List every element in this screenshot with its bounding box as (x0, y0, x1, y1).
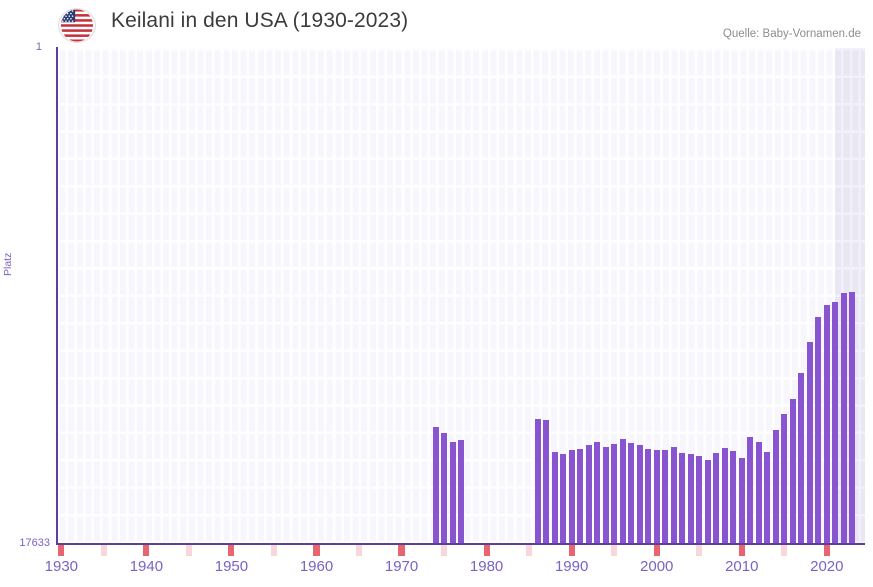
x-axis-label: 1950 (214, 558, 249, 575)
plot-area (57, 48, 865, 543)
x-tick-major (568, 545, 575, 556)
bar (772, 430, 779, 543)
bar (738, 457, 745, 543)
bar (713, 452, 720, 543)
x-tick-major (653, 545, 660, 556)
x-tick-minor (526, 545, 533, 556)
bar (560, 453, 567, 543)
x-tick-minor (696, 545, 703, 556)
chart-header: Keilani in den USA (1930-2023) Quelle: B… (0, 0, 873, 46)
bar (662, 449, 669, 543)
bar (679, 452, 686, 543)
x-tick-minor (781, 545, 788, 556)
bar (653, 450, 660, 543)
bar (840, 292, 847, 543)
bar (755, 441, 762, 543)
bar (764, 452, 771, 543)
x-tick-minor (355, 545, 363, 556)
x-tick-minor (441, 545, 448, 556)
bar-series (57, 48, 865, 543)
y-axis-title: Platz (2, 252, 14, 276)
bar (832, 302, 839, 543)
x-axis-label: 1960 (299, 558, 334, 575)
x-axis-label: 1940 (129, 558, 164, 575)
bar (704, 460, 711, 543)
x-axis-label: 1990 (554, 558, 589, 575)
x-axis-label: 1970 (384, 558, 419, 575)
bar (806, 342, 813, 543)
x-axis-label: 2010 (725, 558, 759, 575)
bar (789, 398, 796, 543)
x-tick-major (398, 545, 405, 556)
x-tick-major (823, 545, 830, 556)
x-tick-minor (100, 545, 107, 556)
bar (611, 443, 618, 543)
bar (687, 454, 694, 543)
y-axis-bottom-label: 17633 (19, 537, 50, 549)
bar (432, 426, 439, 543)
bar (458, 440, 465, 543)
source-attribution: Quelle: Baby-Vornamen.de (722, 28, 861, 40)
y-axis-line (56, 47, 58, 544)
bar (645, 449, 652, 543)
x-axis-line (56, 543, 865, 545)
x-axis-label: 1930 (44, 558, 79, 575)
bar (551, 451, 558, 543)
bar (798, 372, 805, 543)
bar (721, 447, 728, 543)
x-tick-major (228, 545, 235, 556)
x-axis-tick-labels: 1930 1940 1950 1960 1970 1980 1990 2000 2010 2020 (0, 558, 873, 582)
x-tick-major (738, 545, 745, 556)
bar (823, 304, 830, 543)
x-tick-minor (185, 545, 192, 556)
x-axis-label: 1980 (469, 558, 504, 575)
bar (747, 437, 754, 543)
bar (696, 455, 703, 543)
bar (628, 443, 635, 543)
bar (849, 292, 856, 543)
bar (568, 450, 575, 543)
x-tick-major (58, 545, 65, 556)
bar (670, 447, 677, 543)
bar (534, 418, 541, 543)
bar (730, 451, 737, 543)
y-axis-top-label: 1 (35, 41, 42, 53)
bar (449, 442, 456, 543)
x-tick-major (313, 545, 320, 556)
x-axis-label: 2000 (640, 558, 674, 575)
chart-title: Keilani in den USA (1930-2023) (111, 9, 409, 32)
us-flag-icon (59, 9, 95, 42)
x-tick-major (483, 545, 490, 556)
x-axis-tick-marks (0, 545, 873, 559)
bar (441, 432, 448, 543)
bar (594, 442, 601, 543)
bar (815, 317, 822, 543)
x-tick-minor (611, 545, 618, 556)
bar (585, 445, 592, 543)
x-tick-minor (270, 545, 278, 556)
bar (543, 419, 550, 543)
bar (636, 445, 643, 543)
bar (602, 446, 609, 543)
x-tick-major (143, 545, 150, 556)
bar (577, 448, 584, 543)
bar (781, 414, 788, 543)
bar (619, 438, 626, 543)
x-axis-label: 2020 (810, 558, 844, 575)
